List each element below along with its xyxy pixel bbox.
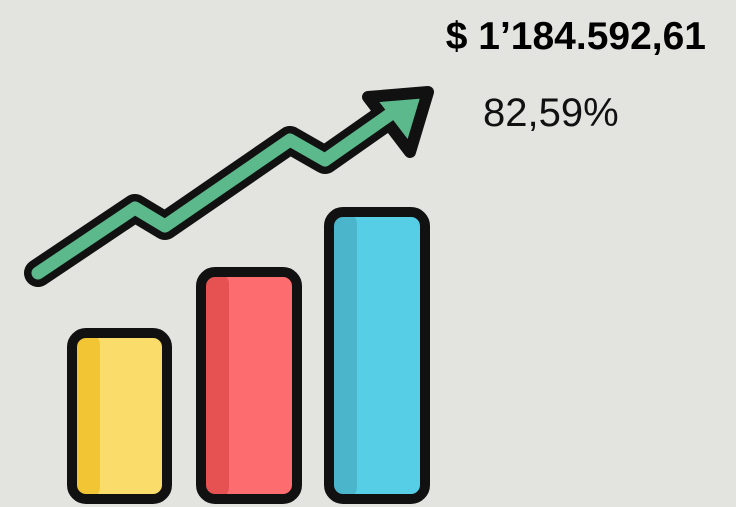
bar-icon-yellow (67, 328, 172, 504)
amount: $ 1’184.592,61 (446, 15, 706, 58)
bar-icon-red (196, 267, 302, 504)
percentage: 82,59% (483, 91, 619, 135)
growth-arrow (24, 86, 434, 287)
bar-icon-blue (324, 207, 430, 504)
